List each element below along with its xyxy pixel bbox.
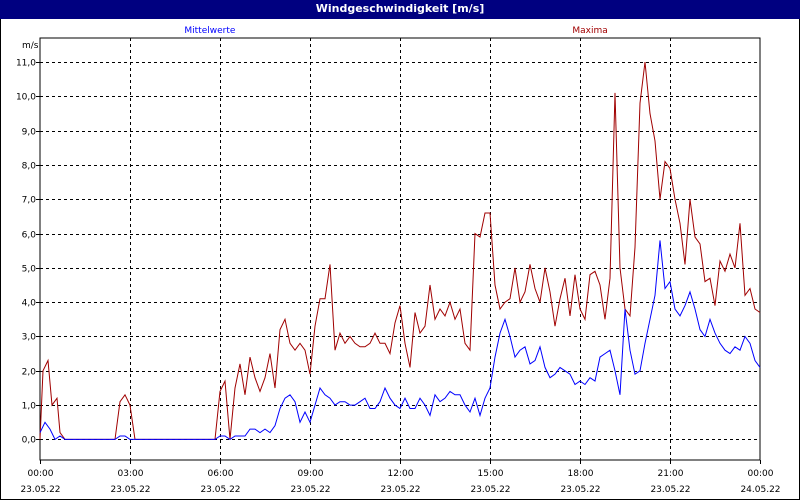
chart-title: Windgeschwindigkeit [m/s] bbox=[315, 2, 485, 15]
x-tick-date-label: 24.05.22 bbox=[740, 485, 780, 495]
y-tick-label: 8,0 bbox=[22, 162, 37, 172]
x-tick-time-label: 03:00 bbox=[118, 469, 144, 479]
series-line-mittelwerte bbox=[39, 240, 761, 441]
x-tick-time-label: 09:00 bbox=[298, 469, 324, 479]
y-tick-label: 3,0 bbox=[22, 333, 37, 343]
x-tick-time-label: 06:00 bbox=[208, 469, 234, 479]
y-tick-label: 11,0 bbox=[16, 59, 36, 69]
y-tick-label: 4,0 bbox=[22, 299, 37, 309]
x-tick-date-label: 23.05.22 bbox=[110, 485, 150, 495]
x-tick-date-label: 23.05.22 bbox=[290, 485, 330, 495]
y-tick-label: 6,0 bbox=[22, 231, 37, 241]
y-axis-label: m/s bbox=[22, 41, 39, 51]
x-tick-date-label: 23.05.22 bbox=[650, 485, 690, 495]
legend-entry-maxima: Maxima bbox=[572, 26, 607, 36]
chart-titlebar: Windgeschwindigkeit [m/s] bbox=[0, 0, 800, 19]
y-tick-label: 2,0 bbox=[22, 368, 37, 378]
x-tick-date-label: 23.05.22 bbox=[200, 485, 240, 495]
y-tick-label: 10,0 bbox=[16, 93, 36, 103]
legend-entry-mittelwerte: Mittelwerte bbox=[184, 26, 235, 36]
y-tick-label: 1,0 bbox=[22, 402, 37, 412]
y-tick-label: 0,0 bbox=[22, 436, 37, 446]
x-tick-time-label: 21:00 bbox=[658, 469, 684, 479]
x-tick-time-label: 12:00 bbox=[388, 469, 414, 479]
y-tick-label: 7,0 bbox=[22, 196, 37, 206]
x-tick-time-label: 15:00 bbox=[478, 469, 504, 479]
x-tick-date-label: 23.05.22 bbox=[20, 485, 60, 495]
y-tick-label: 9,0 bbox=[22, 128, 37, 138]
x-tick-time-label: 18:00 bbox=[568, 469, 594, 479]
x-tick-date-label: 23.05.22 bbox=[560, 485, 600, 495]
x-tick-time-label: 00:00 bbox=[748, 469, 774, 479]
x-tick-date-label: 23.05.22 bbox=[380, 485, 420, 495]
x-tick-time-label: 00:00 bbox=[28, 469, 54, 479]
y-tick-label: 5,0 bbox=[22, 265, 37, 275]
x-tick-date-label: 23.05.22 bbox=[470, 485, 510, 495]
